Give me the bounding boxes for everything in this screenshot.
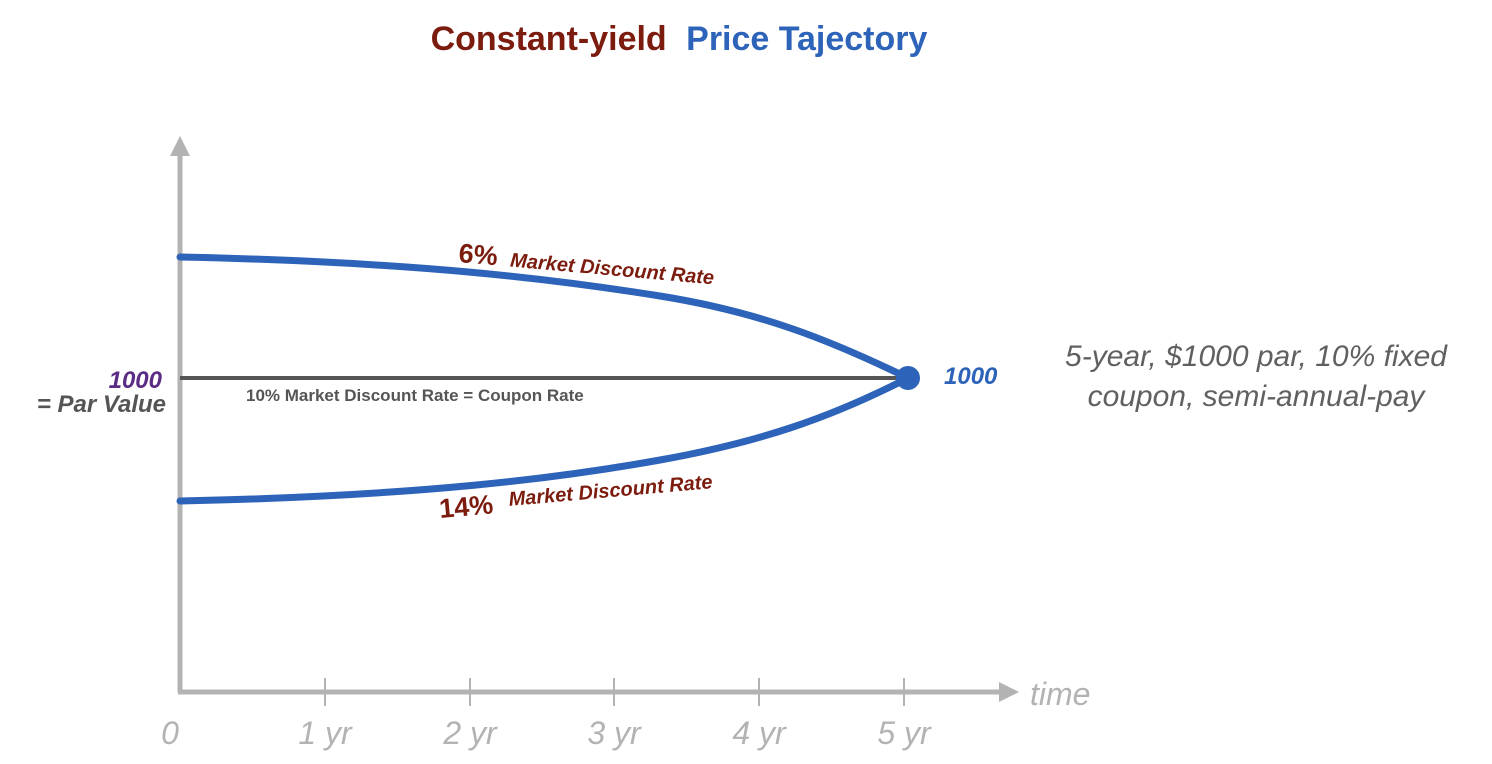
bond-description-line-2: coupon, semi-annual-pay — [1088, 380, 1427, 413]
par-value-label: = Par Value — [37, 391, 166, 418]
x-axis-title: time — [1030, 676, 1090, 712]
discount-rate-pct: 14% — [438, 489, 494, 524]
diagram-title: Constant-yield Price Tajectory — [431, 20, 928, 58]
x-tick-label: 4 yr — [732, 715, 787, 751]
x-tick-label: 3 yr — [587, 715, 642, 751]
premium-rate-text: Market Discount Rate — [509, 250, 715, 290]
title-part-2: Price Tajectory — [686, 20, 927, 58]
x-axis-ticks — [324, 678, 905, 706]
x-tick-label: 2 yr — [442, 715, 498, 751]
title-part-1: Constant-yield — [431, 20, 667, 58]
premium-rate-pct: 6% — [457, 238, 498, 271]
par-value-number: 1000 — [109, 367, 163, 394]
premium-price-curve — [176, 253, 912, 382]
discount-price-curve — [176, 374, 912, 505]
x-tick-label: 5 yr — [877, 715, 932, 751]
discount-curve-label: 14% Market Discount Rate — [438, 471, 713, 524]
maturity-value-label: 1000 — [944, 363, 998, 390]
maturity-point — [896, 366, 920, 390]
bond-description-line-1: 5-year, $1000 par, 10% fixed — [1065, 340, 1448, 373]
par-line-label: 10% Market Discount Rate = Coupon Rate — [246, 386, 584, 405]
x-tick-label: 0 — [161, 715, 179, 751]
x-tick-label: 1 yr — [298, 715, 353, 751]
